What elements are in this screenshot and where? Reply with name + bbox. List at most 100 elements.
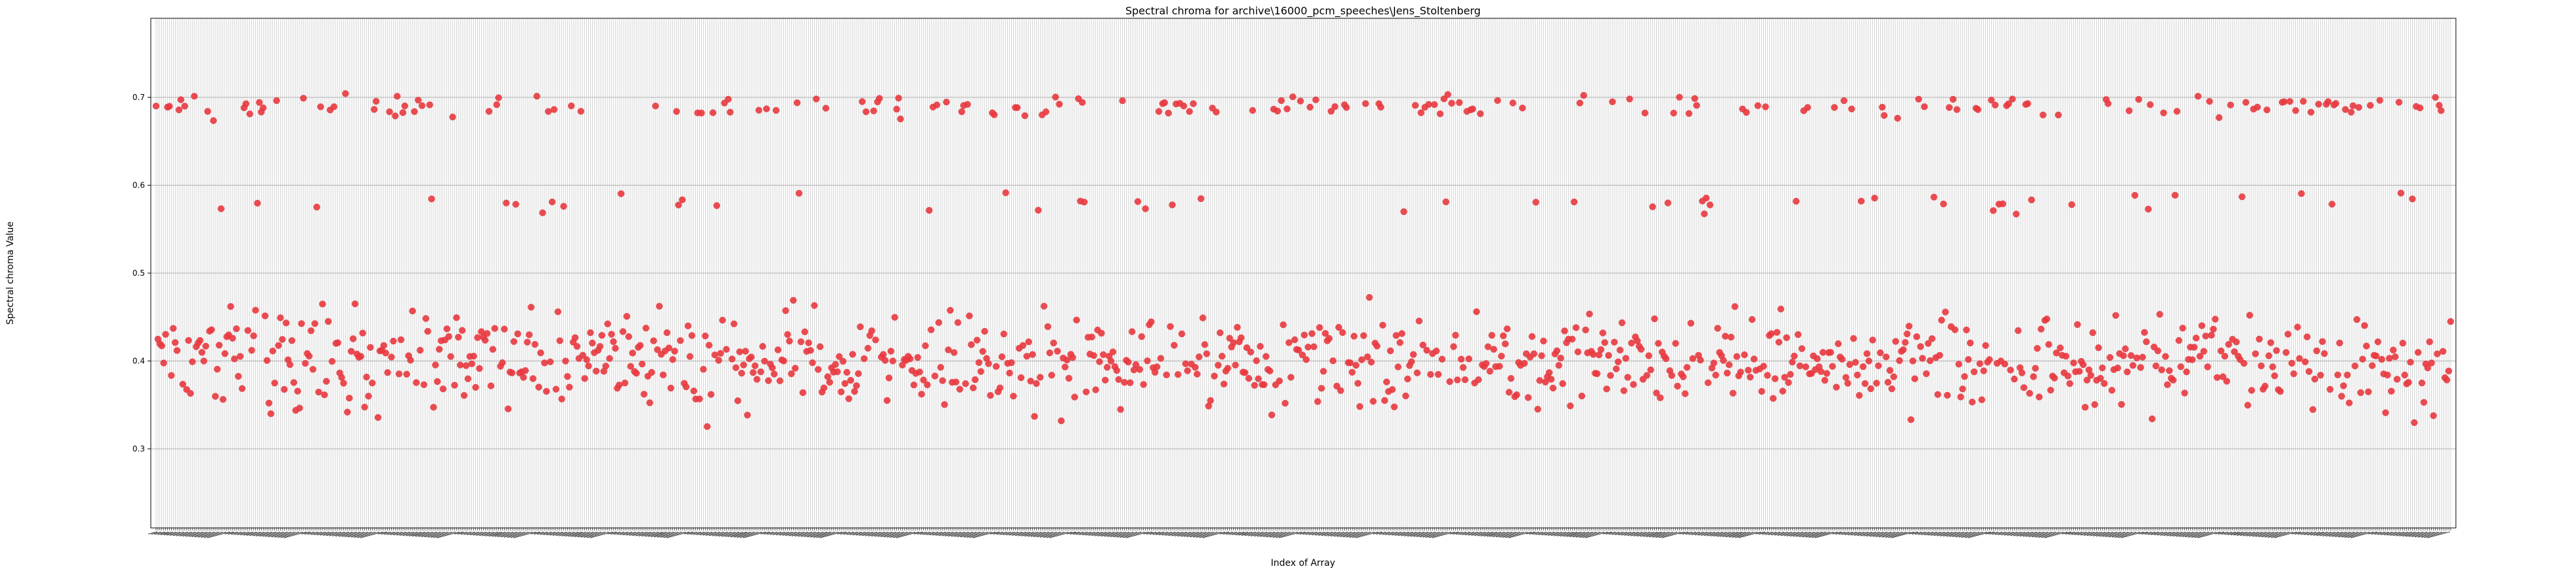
x-tick-label bbox=[706, 531, 721, 536]
data-point bbox=[704, 423, 711, 431]
x-tick-label bbox=[351, 531, 372, 538]
x-tick-label bbox=[1009, 531, 1023, 536]
data-point bbox=[1744, 367, 1752, 374]
x-tick-label bbox=[1296, 531, 1306, 534]
x-tick-label bbox=[1851, 531, 1865, 536]
x-tick-label bbox=[326, 531, 341, 536]
data-point bbox=[707, 391, 715, 398]
data-point bbox=[468, 360, 475, 368]
x-tick-label bbox=[1308, 531, 1321, 536]
data-point bbox=[1720, 357, 1727, 364]
x-tick-label bbox=[1180, 531, 1199, 537]
x-tick-label bbox=[1697, 531, 1712, 536]
x-tick-label bbox=[2350, 531, 2374, 538]
data-point bbox=[1318, 385, 1325, 392]
x-tick-label bbox=[2338, 531, 2359, 538]
data-point bbox=[2319, 338, 2326, 346]
x-tick-label bbox=[2013, 531, 2030, 536]
x-tick-label bbox=[1844, 531, 1857, 536]
x-tick-label bbox=[2035, 531, 2056, 538]
x-tick-label bbox=[1165, 531, 1180, 536]
data-point bbox=[1626, 95, 1633, 103]
x-tick-label bbox=[357, 531, 380, 538]
data-point bbox=[520, 374, 527, 381]
data-point bbox=[727, 108, 734, 116]
data-point bbox=[809, 359, 816, 367]
data-point bbox=[2005, 100, 2012, 108]
data-point bbox=[1904, 330, 1911, 338]
data-point bbox=[2179, 324, 2186, 332]
x-tick-label bbox=[1869, 531, 1888, 537]
x-tick-label bbox=[1219, 531, 1229, 534]
x-tick-label bbox=[766, 531, 778, 535]
x-tick-label bbox=[1097, 531, 1114, 536]
x-tick-label bbox=[338, 531, 357, 537]
x-tick-label bbox=[1918, 531, 1930, 535]
data-point bbox=[969, 384, 977, 391]
data-point bbox=[1285, 339, 1293, 346]
data-point bbox=[786, 337, 793, 345]
data-point bbox=[636, 342, 644, 349]
data-point bbox=[1157, 355, 1165, 362]
x-tick-label bbox=[788, 531, 804, 536]
data-point bbox=[433, 378, 441, 385]
data-point bbox=[2317, 372, 2324, 379]
data-point bbox=[1343, 104, 1350, 111]
x-tick-label bbox=[1655, 531, 1677, 538]
data-point bbox=[460, 392, 468, 399]
data-point bbox=[952, 378, 960, 385]
data-point bbox=[363, 373, 370, 381]
x-tick-label bbox=[2380, 531, 2393, 536]
data-point bbox=[1201, 341, 1208, 348]
data-point bbox=[1793, 197, 1800, 205]
data-point bbox=[221, 350, 228, 357]
x-tick-label bbox=[1018, 531, 1034, 536]
x-tick-label bbox=[1789, 531, 1808, 537]
x-tick-label bbox=[1691, 531, 1704, 536]
data-point bbox=[1041, 303, 1048, 310]
x-tick-label bbox=[2237, 531, 2252, 536]
data-point bbox=[2298, 190, 2305, 197]
data-point bbox=[947, 306, 954, 314]
x-tick-label bbox=[730, 531, 751, 538]
data-point bbox=[2175, 336, 2182, 344]
x-tick-label bbox=[1885, 531, 1907, 538]
data-point bbox=[801, 328, 809, 336]
x-tick-label bbox=[1722, 531, 1742, 538]
data-point bbox=[564, 372, 571, 380]
data-point bbox=[669, 356, 676, 363]
data-point bbox=[503, 199, 510, 206]
data-point bbox=[983, 355, 990, 362]
data-point bbox=[1473, 308, 1481, 316]
data-point bbox=[2372, 352, 2380, 359]
data-point bbox=[1873, 380, 1880, 387]
x-tick-label bbox=[1352, 531, 1375, 538]
data-point bbox=[271, 380, 278, 387]
data-point bbox=[1725, 361, 1733, 368]
data-point bbox=[1882, 353, 1890, 361]
x-tick-label bbox=[1879, 531, 1899, 538]
x-tick-label bbox=[237, 531, 249, 536]
data-point bbox=[725, 95, 732, 103]
y-tick-label: 0.7 bbox=[133, 93, 145, 102]
data-point bbox=[2296, 355, 2303, 362]
data-point bbox=[522, 367, 529, 374]
x-tick-label bbox=[1302, 531, 1313, 535]
data-point bbox=[2447, 318, 2455, 325]
data-point bbox=[1289, 93, 1296, 101]
x-tick-label bbox=[2295, 531, 2305, 535]
data-point bbox=[340, 380, 347, 387]
data-point bbox=[2087, 372, 2095, 379]
data-point bbox=[1098, 329, 1105, 337]
x-tick-label bbox=[2313, 531, 2328, 536]
data-point bbox=[1300, 331, 1308, 338]
data-point bbox=[2387, 387, 2395, 395]
x-tick-label bbox=[2332, 531, 2351, 537]
data-point bbox=[422, 315, 430, 322]
x-tick-label bbox=[1413, 531, 1432, 537]
data-point bbox=[1988, 97, 1995, 104]
data-point bbox=[1861, 380, 1869, 387]
x-tick-label bbox=[794, 531, 812, 537]
x-tick-label bbox=[262, 531, 280, 537]
data-point bbox=[1846, 361, 1853, 368]
